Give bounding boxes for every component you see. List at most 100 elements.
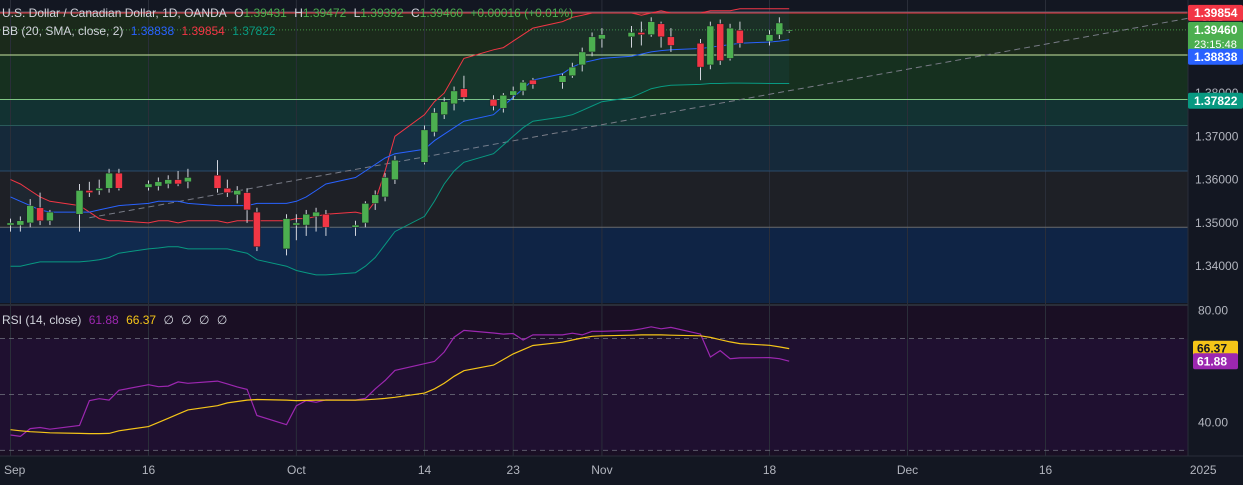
zone-band <box>0 99 1188 126</box>
candle-body <box>16 220 25 226</box>
time-tick-label: 23 <box>507 463 521 477</box>
time-tick-label: 16 <box>142 463 156 477</box>
open-value: 1.39431 <box>243 6 287 20</box>
candle <box>568 62 577 78</box>
candle <box>558 73 567 89</box>
candle-body <box>736 30 744 44</box>
candle <box>450 86 458 111</box>
candle-body <box>361 203 370 224</box>
symbol-title[interactable]: U.S. Dollar / Canadian Dollar, 1D, OANDA <box>2 6 227 20</box>
current-price-badge: 1.39460 23:15:48 <box>1188 21 1243 52</box>
candle-body <box>627 32 636 38</box>
rsi-tick-label: 80.00 <box>1198 304 1228 318</box>
time-tick-label: Oct <box>287 463 306 477</box>
candle <box>499 93 508 113</box>
trendline-layer[interactable] <box>89 3 1243 219</box>
candle <box>16 216 25 232</box>
candle <box>351 220 360 236</box>
candle-body <box>637 32 646 35</box>
candle <box>233 186 241 204</box>
candle-body <box>716 23 724 61</box>
candle <box>213 160 222 193</box>
high-label: H <box>294 6 303 20</box>
bb-upper-line <box>10 8 790 224</box>
candle-body <box>647 21 655 35</box>
bb-upper-badge: 1.39854 <box>1188 4 1243 21</box>
price-tick-label: 1.36000 <box>1195 173 1239 187</box>
bb-basis-badge-text: 1.38838 <box>1194 50 1238 64</box>
candle-body <box>371 194 379 204</box>
candle <box>164 175 172 189</box>
time-tick-label: 14 <box>418 463 432 477</box>
low-value: 1.39392 <box>360 6 404 20</box>
candle <box>736 21 744 48</box>
time-axis-panel[interactable] <box>0 456 1243 480</box>
candle <box>36 192 44 226</box>
candle <box>509 86 517 100</box>
bb-basis-value: 1.38838 <box>130 24 175 38</box>
candle-body <box>381 177 389 198</box>
candle-body <box>253 211 261 247</box>
candle <box>667 28 675 52</box>
candle <box>154 177 163 191</box>
candle-body <box>115 172 123 189</box>
rsi-ma-badge-text: 66.37 <box>1197 342 1227 356</box>
candle-body <box>164 179 172 185</box>
candle-body <box>706 25 715 66</box>
bb-legend[interactable]: BB (20, SMA, close, 2) 1.38838 1.39854 1… <box>2 23 280 39</box>
candle-body <box>233 190 241 196</box>
candle-body <box>558 75 567 83</box>
bb-fill <box>10 8 790 275</box>
candle-body <box>85 190 94 193</box>
candle <box>361 201 370 228</box>
rsi-tick-label: 40.00 <box>1198 415 1228 429</box>
candle-body <box>667 36 675 46</box>
change-value: +0.00016 (+0.01%) <box>470 6 574 20</box>
candle-body <box>440 101 448 115</box>
current-price-text: 1.39460 <box>1194 23 1238 37</box>
candle <box>243 188 251 223</box>
rsi-badge-text: 61.88 <box>1197 354 1227 368</box>
close-value: 1.39460 <box>419 6 464 20</box>
candle <box>223 179 232 197</box>
zone-band <box>0 125 1188 171</box>
candle <box>26 199 34 228</box>
candle-body <box>223 188 232 193</box>
candle-body <box>282 218 291 250</box>
bb-basis-line <box>10 39 790 213</box>
bb-basis-badge-bg <box>1188 48 1243 65</box>
rsi-badge: 61.88 <box>1193 353 1238 370</box>
rsi-ma-value: 66.37 <box>126 313 157 327</box>
candle <box>489 95 498 111</box>
candle-body <box>184 177 192 183</box>
price-tick-label: 1.34000 <box>1195 259 1239 273</box>
candle <box>75 183 84 232</box>
candle <box>785 29 793 33</box>
candle-body <box>578 51 586 66</box>
candle-body <box>775 22 784 35</box>
open-label: O <box>234 6 244 20</box>
current-price-badge-bg <box>1188 21 1243 52</box>
candle <box>716 19 724 65</box>
rsi-label: RSI (14, close) <box>2 313 82 327</box>
zone-band <box>0 227 1188 303</box>
rsi-ma-line <box>10 334 790 435</box>
candle <box>706 21 715 70</box>
candle-body <box>302 214 310 226</box>
candle <box>529 77 537 89</box>
candle-body <box>6 222 15 226</box>
trendline[interactable] <box>89 3 1243 219</box>
candle-body <box>26 205 34 224</box>
candle-body <box>588 36 596 53</box>
candle-body <box>213 175 222 189</box>
candle-body <box>144 183 153 188</box>
rsi-legend[interactable]: RSI (14, close) 61.88 66.37 ∅ ∅ ∅ ∅ <box>2 312 231 328</box>
candle <box>647 17 655 37</box>
candle-body <box>391 159 399 180</box>
candle <box>312 207 320 232</box>
candle <box>371 190 379 210</box>
rsi-pane <box>0 304 1243 451</box>
